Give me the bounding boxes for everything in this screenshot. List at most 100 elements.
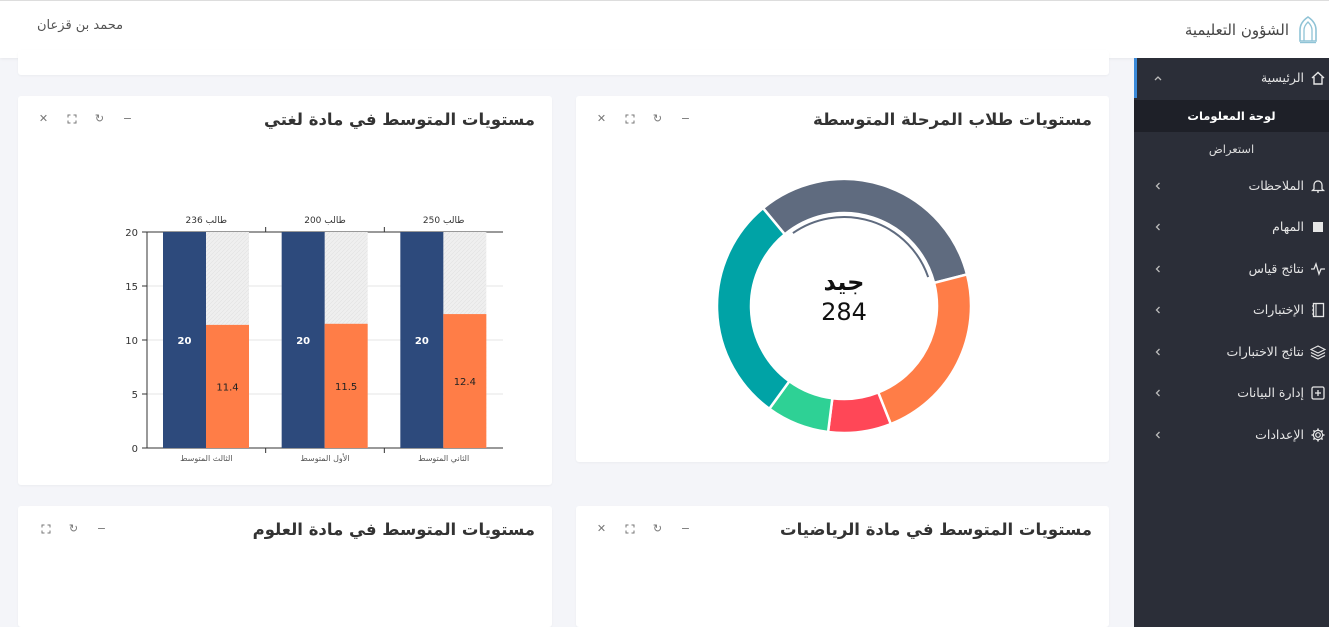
card-title: مستويات المتوسط في مادة العلوم [252,520,535,539]
y-tick-label: 5 [132,390,138,401]
math-levels-card: مستويات المتوسط في مادة الرياضيات ✕ ↻ − [576,506,1109,627]
chevron-left-icon [1155,182,1160,190]
sidebar: الرئيسية لوحة المعلومات استعراض الملاحظا… [1134,58,1329,627]
sidebar-subitem-dashboard[interactable]: لوحة المعلومات [1134,100,1329,132]
pulse-icon [1311,262,1325,276]
sidebar-item-exams[interactable]: الإختبارات [1134,290,1329,330]
card-title: مستويات المتوسط في مادة الرياضيات [779,520,1092,539]
sidebar-item-notes[interactable]: الملاحظات [1134,166,1329,206]
donut-center-label: جيد [823,268,865,296]
card-title: مستويات المتوسط في مادة لغتي [264,110,535,129]
card-tools: ✕ ↻ − [596,113,691,124]
plus-square-icon [1311,386,1325,400]
top-category-label: 250 طالب [423,216,465,226]
refresh-icon[interactable]: ↻ [652,522,663,535]
bar-max[interactable] [163,232,206,448]
donut-chart [715,177,973,435]
notebook-icon [1312,302,1325,318]
card-title: مستويات طلاب المرحلة المتوسطة [812,110,1092,129]
sidebar-item-exam-results[interactable]: نتائج الاختبارات [1134,332,1329,372]
bar-average[interactable] [206,324,249,448]
top-category-label: 200 طالب [304,216,346,226]
minimize-icon[interactable]: − [96,522,107,535]
sidebar-item-label: الإختبارات [1253,302,1304,317]
bar-value-label: 11.5 [335,382,357,393]
sidebar-item-settings[interactable]: الإعدادات [1134,415,1329,455]
gear-icon [1311,428,1325,442]
card-tools: ✕ ↻ − [596,523,691,534]
students-levels-card: مستويات طلاب المرحلة المتوسطة ✕ ↻ − جيد … [576,96,1109,462]
bar-average[interactable] [443,314,487,448]
layers-icon [1310,345,1326,360]
bar-value-label: 12.4 [454,377,476,388]
app-name: الشؤون التعليمية [1184,21,1289,39]
bell-icon [1310,180,1326,193]
sidebar-item-label: نتائج قياس [1248,261,1304,276]
x-tick-label: الأول المتوسط [300,453,349,463]
sidebar-item-tasks[interactable]: المهام [1134,207,1329,247]
bar-chart: 0 5 10 15 20 20 11.4 236 طالب الثالث المتوسط 20 11… [125,216,503,463]
close-icon[interactable]: ✕ [596,112,607,125]
task-square-icon [1313,222,1323,232]
close-icon[interactable]: ✕ [38,112,49,125]
chevron-left-icon [1155,223,1160,231]
minimize-icon[interactable]: − [122,112,133,125]
bar-value-label: 20 [415,336,429,347]
bar-average[interactable] [324,323,368,448]
chevron-left-icon [1155,348,1160,356]
sidebar-item-data-management[interactable]: إدارة البيانات [1134,373,1329,413]
card-tools: ✕ ↻ − [38,113,133,124]
bar-value-label: 11.4 [216,382,238,393]
science-levels-card: مستويات المتوسط في مادة العلوم ↻ − [18,506,552,627]
minimize-icon[interactable]: − [680,112,691,125]
sidebar-item-label: الملاحظات [1248,178,1304,193]
expand-icon[interactable] [66,113,77,124]
refresh-icon[interactable]: ↻ [68,522,79,535]
brand[interactable]: الشؤون التعليمية [1185,15,1319,45]
sidebar-item-home[interactable]: الرئيسية [1134,58,1329,98]
refresh-icon[interactable]: ↻ [652,112,663,125]
sidebar-item-label: نتائج الاختبارات [1226,344,1304,359]
home-icon [1311,71,1325,85]
sidebar-item-label: المهام [1272,219,1304,234]
donut-hover-ring [792,216,930,278]
top-category-label: 236 طالب [186,216,228,226]
expand-icon[interactable] [40,523,51,534]
x-tick-label: الثاني المتوسط [418,454,469,463]
bar-max[interactable] [281,232,325,448]
bar-value-label: 20 [296,336,310,347]
y-tick-label: 15 [125,282,138,293]
top-bar: الشؤون التعليمية محمد بن قزعان [0,0,1329,58]
y-tick-label: 0 [132,444,138,455]
refresh-icon[interactable]: ↻ [94,112,105,125]
bar-max[interactable] [400,232,444,448]
active-indicator [1134,58,1137,98]
sidebar-subitem-browse[interactable]: استعراض [1208,142,1255,156]
donut-center-value: 284 [821,298,867,326]
expand-icon[interactable] [624,523,635,534]
user-name[interactable]: محمد بن قزعان [37,18,124,33]
x-tick-label: الثالث المتوسط [180,454,232,463]
chevron-left-icon [1155,431,1160,439]
sidebar-item-label: إدارة البيانات [1237,385,1304,400]
top-card-partial [18,50,1109,75]
card-tools: ↻ − [40,523,107,534]
sidebar-item-label: الرئيسية [1260,70,1304,85]
bar-value-label: 20 [178,336,192,347]
donut-slice-red[interactable] [826,390,893,435]
chevron-left-icon [1155,389,1160,397]
sidebar-item-label: الإعدادات [1255,427,1304,442]
brand-logo-icon [1299,16,1317,44]
sidebar-item-qiyas-results[interactable]: نتائج قياس [1134,249,1329,289]
donut-center: جيد 284 [784,268,904,326]
donut-slice-teal[interactable] [715,206,792,411]
expand-icon[interactable] [624,113,635,124]
chevron-left-icon [1155,306,1160,314]
chevron-up-icon [1154,76,1162,81]
minimize-icon[interactable]: − [680,522,691,535]
y-tick-label: 10 [125,336,138,347]
chevron-left-icon [1155,265,1160,273]
close-icon[interactable]: ✕ [596,522,607,535]
language-levels-card: مستويات المتوسط في مادة لغتي ✕ ↻ − 0 5 10 1… [18,96,552,485]
y-tick-label: 20 [125,228,138,239]
